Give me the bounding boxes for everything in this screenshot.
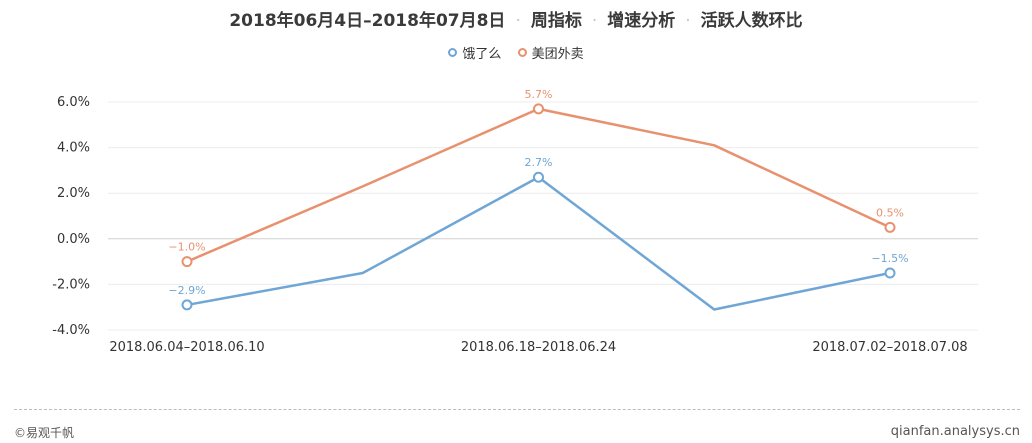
chart-legend: 饿了么 美团外卖 [0,43,1032,62]
data-point [884,267,896,279]
legend-marker-eleme [448,48,458,57]
footer-website: qianfan.analysys.cn [890,424,1020,439]
title-separator: · [685,11,691,31]
series-points [181,103,896,311]
legend-label-eleme: 饿了么 [462,47,502,62]
data-point [181,256,193,268]
x-tick-label: 2018.06.18–2018.06.24 [461,340,616,355]
data-label: 2.7% [525,156,553,169]
data-label: −1.0% [168,241,205,254]
data-point [181,299,193,311]
legend-item-meituan[interactable]: 美团外卖 [517,43,584,62]
line-chart: -4.0% -2.0% 0.0% 2.0% 4.0% 6.0% 2018.06.04–20… [52,88,978,355]
title-separator: · [515,11,521,31]
title-weekly-indicator: 周指标 [530,11,582,31]
legend-label-meituan: 美团外卖 [531,47,584,62]
data-point [533,103,544,115]
y-tick-label: -4.0% [52,323,90,338]
chart-title: 2018年06月4日–2018年07月8日 · 周指标 · 增速分析 · 活跃人数环比 [0,6,1032,31]
x-tick-label: 2018.06.04–2018.06.10 [109,340,264,355]
data-label: −1.5% [871,252,908,265]
title-active-users-mom: 活跃人数环比 [700,11,803,31]
series-line-0 [185,175,892,311]
data-label: −2.9% [168,284,205,297]
legend-marker-meituan [517,48,527,57]
legend-item-eleme[interactable]: 饿了么 [448,43,501,62]
title-date-range: 2018年06月4日–2018年07月8日 [229,11,506,31]
y-tick-label: 2.0% [57,186,90,201]
y-tick-label: 4.0% [57,141,90,156]
title-separator: · [591,11,598,31]
data-labels: −2.9% 2.7% −1.5% −1.0% 5.7% 0.5% [168,88,908,297]
x-tick-label: 2018.07.02–2018.07.08 [812,340,967,355]
data-label: 5.7% [525,88,553,101]
title-growth-analysis: 增速分析 [607,11,676,31]
data-point [533,171,544,183]
x-axis-ticks: 2018.06.04–2018.06.10 2018.06.18–2018.06.… [109,340,967,355]
y-tick-label: 6.0% [57,95,90,110]
footer-divider [14,409,1020,410]
series-lines [185,107,892,311]
y-tick-label: 0.0% [57,232,90,247]
data-label: 0.5% [876,206,904,219]
data-point [884,221,896,233]
y-axis-ticks: -4.0% -2.0% 0.0% 2.0% 4.0% 6.0% [52,95,90,338]
y-tick-label: -2.0% [52,277,90,292]
footer-copyright: ©易观千帆 [14,426,75,440]
